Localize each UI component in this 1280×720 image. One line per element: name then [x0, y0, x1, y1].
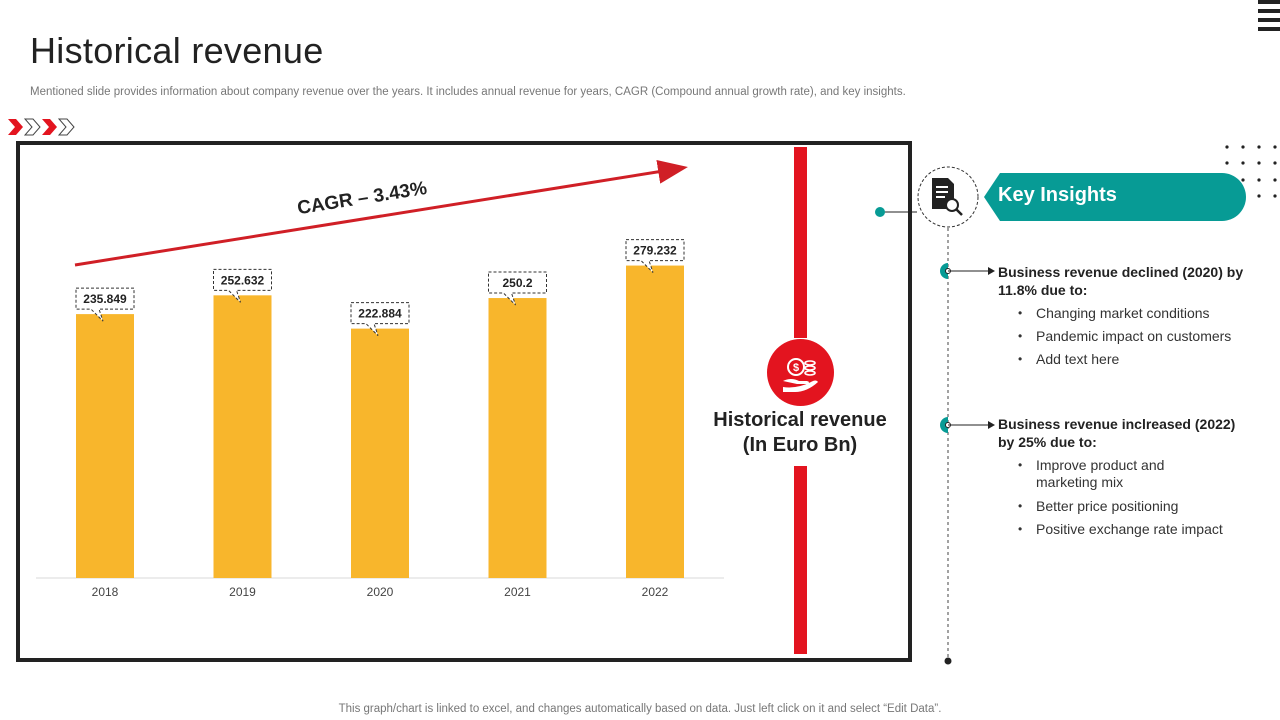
- insight-item: Add text here: [1018, 351, 1248, 368]
- x-tick-label: 2022: [642, 585, 669, 599]
- chart-center-label: Historical revenue (In Euro Bn): [700, 408, 900, 458]
- x-tick-label: 2019: [229, 585, 256, 599]
- bar-2020[interactable]: [351, 328, 409, 578]
- chart-frame: [16, 141, 912, 662]
- insight-item: Improve product and marketing mix: [1018, 457, 1178, 491]
- data-label: 252.632: [221, 273, 265, 287]
- data-label-callout: [213, 268, 272, 303]
- center-label-line2: (In Euro Bn): [742, 434, 858, 456]
- svg-text:$: $: [793, 362, 799, 374]
- money-hand-icon: $: [767, 339, 834, 406]
- chevron-right-icon: [8, 118, 75, 136]
- data-label-callout: [350, 302, 410, 336]
- insight-item: Pandemic impact on customers: [1018, 328, 1248, 345]
- data-label: 222.884: [358, 307, 402, 321]
- x-tick-label: 2020: [367, 585, 394, 599]
- insight-list-2: Improve product and marketing mix: [1018, 457, 1178, 497]
- data-label-callout: [75, 287, 135, 322]
- document-search-icon: [932, 178, 963, 216]
- center-label-line1: Historical revenue: [713, 409, 887, 431]
- x-tick-label: 2018: [92, 585, 119, 599]
- page-title: Historical revenue: [30, 30, 324, 71]
- insight-item: Changing market conditions: [1018, 305, 1248, 322]
- key-insights-title: Key Insights: [998, 184, 1117, 206]
- insight-list-1: Changing market conditions Pandemic impa…: [1018, 305, 1248, 374]
- menu-icon[interactable]: [1258, 0, 1280, 32]
- insight-heading-2: Business revenue inclreased (2022) by 25…: [998, 416, 1236, 450]
- insight-list-2b: Better price positioning Positive exchan…: [1018, 498, 1248, 544]
- bar-2018[interactable]: [76, 314, 134, 578]
- data-label: 279.232: [633, 244, 677, 258]
- data-label: 235.849: [83, 292, 127, 306]
- data-label-callout: [488, 271, 547, 306]
- insight-item: Better price positioning: [1018, 498, 1248, 515]
- bar-2022[interactable]: [626, 265, 684, 578]
- bar-2019[interactable]: [213, 295, 272, 578]
- dots-decoration: [1225, 145, 1277, 198]
- x-tick-label: 2021: [504, 585, 531, 599]
- page-subtitle: Mentioned slide provides information abo…: [30, 86, 906, 98]
- insights-banner: [984, 173, 1246, 221]
- footer-note: This graph/chart is linked to excel, and…: [338, 703, 942, 715]
- cagr-arrow: [74, 159, 688, 267]
- bar-2021[interactable]: [488, 298, 547, 578]
- insight-heading-1: Business revenue declined (2020) by 11.8…: [998, 264, 1244, 298]
- data-label-callout: [625, 239, 685, 273]
- data-label: 250.2: [502, 276, 532, 290]
- insight-item: Positive exchange rate impact: [1018, 521, 1248, 538]
